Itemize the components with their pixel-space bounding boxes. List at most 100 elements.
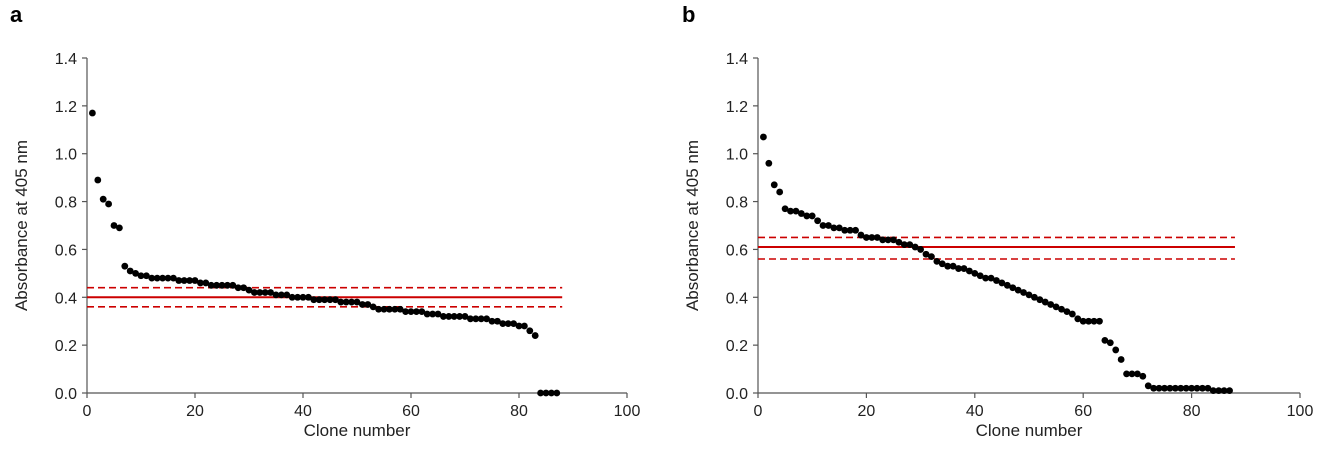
data-point <box>960 265 968 272</box>
data-point <box>342 298 350 306</box>
chart-panel-b: b 0.0 0.2 0.4 0.6 0.8 1.0 1.2 1.4 0 20 40 60 80 100 Cl… <box>662 0 1324 465</box>
data-point <box>1128 370 1136 378</box>
data-point <box>1166 384 1174 392</box>
data-point <box>863 234 870 241</box>
data-point <box>814 217 822 225</box>
data-point <box>170 274 177 282</box>
data-point <box>488 317 496 325</box>
data-point <box>467 315 474 323</box>
data-point <box>272 291 280 299</box>
data-point <box>380 305 388 313</box>
data-point <box>218 281 226 289</box>
data-point <box>1112 346 1120 354</box>
data-point <box>234 284 242 292</box>
x-tick-label: 20 <box>858 403 876 420</box>
data-point <box>890 236 897 244</box>
data-point <box>386 305 393 313</box>
data-point <box>267 289 274 296</box>
data-point <box>944 262 952 270</box>
data-point <box>825 222 832 229</box>
data-point <box>494 317 501 325</box>
data-point <box>137 272 145 280</box>
data-point <box>251 289 258 296</box>
data-point <box>776 188 784 196</box>
data-point <box>132 269 140 277</box>
data-point <box>553 389 561 397</box>
data-point <box>483 315 490 323</box>
data-point <box>1204 384 1212 392</box>
x-tick-label: 60 <box>1074 403 1092 420</box>
data-point <box>305 293 312 301</box>
data-point <box>299 293 307 301</box>
data-point <box>846 226 854 234</box>
data-point <box>224 281 231 289</box>
data-point <box>1155 384 1163 392</box>
data-point <box>418 308 426 316</box>
data-point <box>472 315 480 323</box>
y-axis-label: Absorbance at 405 nm <box>12 140 31 311</box>
data-point <box>429 310 436 318</box>
data-point <box>808 212 816 220</box>
data-point <box>1025 291 1033 299</box>
data-point <box>911 243 919 251</box>
data-point <box>1074 315 1082 323</box>
data-point <box>105 200 112 208</box>
y-tick-label: 0.4 <box>726 290 748 307</box>
data-point <box>1182 384 1190 392</box>
x-tick-label: 60 <box>402 403 420 420</box>
data-point <box>982 274 990 282</box>
data-point <box>1047 301 1055 308</box>
data-point <box>396 305 404 313</box>
data-point <box>407 308 415 316</box>
data-point <box>852 226 859 234</box>
scatter-chart-b: 0.0 0.2 0.4 0.6 0.8 1.0 1.2 1.4 0 20 40 60 80 100 Clon… <box>683 51 1313 440</box>
data-point <box>542 389 550 397</box>
data-point <box>1068 310 1076 318</box>
data-point <box>1161 384 1168 392</box>
data-point <box>1171 384 1179 392</box>
data-point <box>229 281 237 289</box>
data-point <box>1085 317 1093 325</box>
data-point <box>413 308 420 316</box>
data-point <box>359 301 366 308</box>
data-point <box>526 327 534 335</box>
data-point <box>1220 387 1228 395</box>
data-point <box>1079 317 1087 325</box>
y-tick-label: 0.2 <box>55 338 77 355</box>
data-point <box>332 296 339 304</box>
data-point <box>1036 296 1044 304</box>
data-point <box>900 241 908 249</box>
data-point <box>873 234 881 241</box>
data-point <box>922 250 930 258</box>
data-point <box>434 310 442 318</box>
data-point <box>153 274 161 282</box>
x-tick-label: 80 <box>510 403 528 420</box>
data-point <box>949 262 957 270</box>
data-point <box>781 205 789 213</box>
data-point <box>440 313 447 320</box>
y-tick-label: 0.8 <box>726 195 748 212</box>
data-point <box>792 207 800 215</box>
data-point <box>1199 384 1206 392</box>
x-axis-label: Clone number <box>304 421 411 440</box>
data-point <box>261 289 269 296</box>
data-point <box>197 279 204 287</box>
data-point <box>965 267 973 275</box>
data-point <box>337 298 345 306</box>
data-point <box>240 284 248 292</box>
data-point <box>1020 289 1027 296</box>
data-point <box>884 236 892 244</box>
data-point <box>1209 387 1217 395</box>
y-tick-label: 0.6 <box>726 242 748 259</box>
data-point <box>998 279 1006 287</box>
data-point <box>787 207 794 215</box>
data-point <box>148 274 156 282</box>
data-point <box>1031 293 1038 301</box>
x-axis-label: Clone number <box>976 421 1083 440</box>
y-tick-label: 0.6 <box>55 242 77 259</box>
data-point <box>841 226 849 234</box>
x-tick-label: 40 <box>966 403 984 420</box>
x-tick-label: 40 <box>294 403 312 420</box>
data-point <box>510 320 517 328</box>
data-point <box>461 313 469 320</box>
